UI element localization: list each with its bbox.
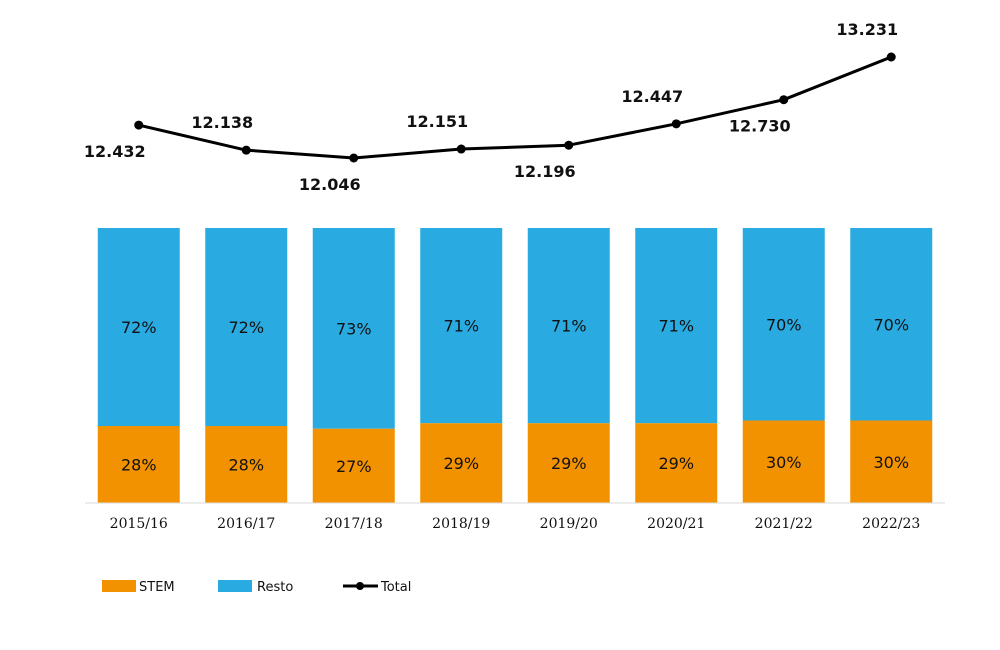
stem-data-label: 28% [121,456,157,475]
stem-data-label: 29% [443,454,479,473]
resto-bar-segment [420,228,503,424]
legend-total-label: Total [380,580,411,595]
total-point [779,95,789,105]
resto-bar-segment [205,228,288,426]
stem-bar-segment [527,423,610,503]
stem-data-label: 29% [551,454,587,473]
resto-bar-segment [312,228,395,429]
total-point [886,52,896,62]
stem-bar-segment [742,420,825,503]
total-data-label: 13.231 [836,20,898,39]
stem-data-label: 29% [658,454,694,473]
resto-data-label: 71% [443,317,479,336]
legend-resto-label: Resto [257,580,293,595]
stem-data-label: 30% [873,453,909,472]
stem-bar-segment [420,423,503,503]
resto-bar-segment [850,228,933,421]
total-point [241,145,251,155]
total-data-label: 12.046 [299,175,361,194]
total-data-label: 12.151 [406,112,468,131]
total-data-label: 12.138 [191,113,253,132]
resto-bar-segment [635,228,718,424]
x-axis-tick-label: 2016/17 [217,516,275,532]
resto-data-label: 73% [336,319,372,338]
stem-data-label: 30% [766,453,802,472]
resto-bar-segment [527,228,610,424]
total-data-label: 12.730 [729,117,791,136]
resto-data-label: 71% [658,317,694,336]
stem-bar-segment [850,420,933,503]
total-data-label: 12.447 [621,87,683,106]
x-axis-tick-label: 2022/23 [862,516,920,532]
total-point [134,120,144,130]
resto-data-label: 72% [228,318,264,337]
stem-bar-segment [635,423,718,503]
x-axis-tick-label: 2019/20 [540,516,598,532]
bars-layer: 72% 28% 72% 28% 73% 27% 71% 29% 71% 29% 71% 29% 70% 3… [97,228,933,503]
resto-bar-segment [742,228,825,421]
resto-data-label: 70% [873,315,909,334]
legend: STEM Resto Total [102,580,411,595]
resto-bar-segment [97,228,180,426]
legend-total-marker [356,582,364,590]
total-data-label: 12.432 [84,142,146,161]
total-point [671,119,681,129]
total-point [564,140,574,150]
stem-data-label: 27% [336,457,372,476]
stem-data-label: 28% [228,456,264,475]
stem-bar-segment [205,426,288,503]
x-axis-tick-label: 2021/22 [755,516,813,532]
total-data-label: 12.196 [514,162,576,181]
total-line-layer: 12.432 12.138 12.046 12.151 12.196 12.447 12.7… [84,20,898,194]
resto-data-label: 71% [551,317,587,336]
stem-bar-segment [97,426,180,503]
legend-stem-swatch [102,580,136,592]
total-line [138,55,892,160]
resto-data-label: 70% [766,315,802,334]
legend-stem-label: STEM [139,580,175,595]
resto-data-label: 72% [121,318,157,337]
x-axis-tick-label: 2018/19 [432,516,490,532]
x-axis-tick-label: 2020/21 [647,516,705,532]
total-point [456,144,466,154]
x-axis-tick-label: 2017/18 [325,516,383,532]
x-axis-tick-labels: 2015/16 2016/17 2017/18 2018/19 2019/20 2020/… [110,516,921,532]
stem-bar-segment [312,428,395,503]
total-point [349,153,359,163]
x-axis-tick-label: 2015/16 [110,516,168,532]
legend-resto-swatch [218,580,252,592]
